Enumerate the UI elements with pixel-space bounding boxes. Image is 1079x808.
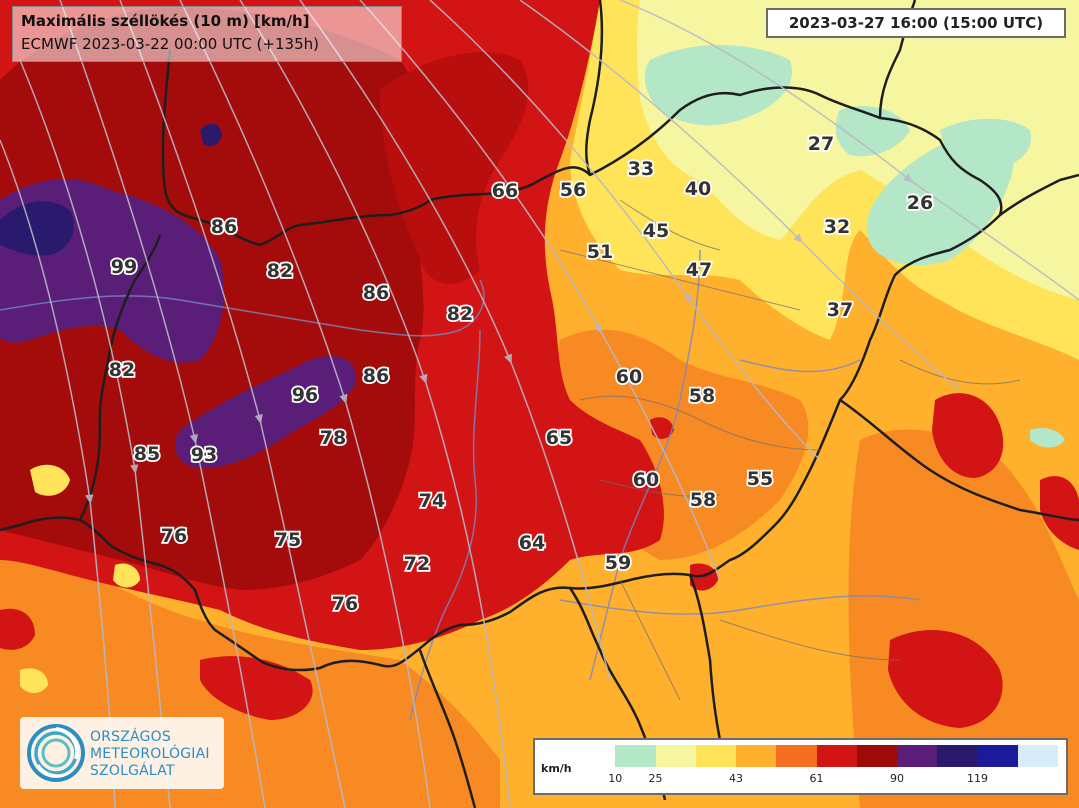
value-label: 93 xyxy=(191,444,217,466)
legend-swatch xyxy=(575,745,616,767)
legend-tick: 10 xyxy=(608,772,623,785)
omsz-logo: ORSZÁGOS METEOROLÓGIAI SZOLGÁLAT xyxy=(20,717,224,789)
value-label: 86 xyxy=(363,282,389,304)
legend-swatch xyxy=(977,745,1018,767)
legend-swatch xyxy=(937,745,978,767)
value-label: 45 xyxy=(643,220,669,242)
legend-swatch xyxy=(736,745,777,767)
legend-swatch xyxy=(655,745,696,767)
swirl-logo-icon xyxy=(27,724,85,782)
value-label: 27 xyxy=(808,133,834,155)
value-label: 82 xyxy=(109,359,135,381)
admin-borders xyxy=(559,199,1021,701)
value-label: 99 xyxy=(111,256,137,278)
map-header: Maximális széllökés (10 m) [km/h] ECMWF … xyxy=(12,6,402,62)
value-label: 64 xyxy=(519,532,545,554)
value-label: 55 xyxy=(747,468,773,490)
value-label: 60 xyxy=(616,366,642,388)
value-label: 32 xyxy=(824,216,850,238)
legend-swatch xyxy=(816,745,857,767)
value-label: 72 xyxy=(404,553,430,575)
value-label: 66 xyxy=(492,180,518,202)
map-title: Maximális széllökés (10 m) [km/h] xyxy=(21,12,310,30)
legend-tick: 119 xyxy=(967,772,988,785)
logo-text-line-3: SZOLGÁLAT xyxy=(90,763,175,779)
value-label: 86 xyxy=(363,365,389,387)
value-label: 76 xyxy=(332,593,358,615)
value-label: 78 xyxy=(320,427,346,449)
valid-time: 2023-03-27 16:00 (15:00 UTC) xyxy=(766,8,1066,38)
legend-unit: km/h xyxy=(541,762,572,775)
model-run-info: ECMWF 2023-03-22 00:00 UTC (+135h) xyxy=(21,35,319,53)
legend-swatch xyxy=(776,745,817,767)
legend-tick: 61 xyxy=(809,772,824,785)
rivers xyxy=(0,249,921,721)
value-label: 86 xyxy=(211,216,237,238)
legend-tick: 25 xyxy=(648,772,663,785)
legend-swatch xyxy=(1017,745,1058,767)
legend-swatch xyxy=(615,745,656,767)
value-label: 65 xyxy=(546,427,572,449)
value-label: 74 xyxy=(419,490,445,512)
value-label: 33 xyxy=(628,158,654,180)
logo-text-line-1: ORSZÁGOS xyxy=(90,729,171,745)
logo-text-line-2: METEOROLÓGIAI xyxy=(90,746,210,762)
legend-swatch xyxy=(695,745,736,767)
legend-tick-labels: 10 25 43 61 90 119 xyxy=(575,772,1058,788)
value-label: 56 xyxy=(560,179,586,201)
value-label: 58 xyxy=(689,385,715,407)
value-label: 58 xyxy=(690,489,716,511)
value-label: 85 xyxy=(134,443,160,465)
legend-tick: 90 xyxy=(890,772,904,785)
legend-swatch xyxy=(856,745,897,767)
value-label: 40 xyxy=(685,178,711,200)
field-yellow-patches xyxy=(20,464,140,694)
value-label: 96 xyxy=(292,384,318,406)
legend-swatch xyxy=(897,745,938,767)
value-label: 37 xyxy=(827,299,853,321)
value-label: 82 xyxy=(267,260,293,282)
value-label: 26 xyxy=(907,192,933,214)
value-label: 82 xyxy=(447,303,473,325)
value-label: 75 xyxy=(275,529,301,551)
value-labels: 86 99 82 86 82 66 56 33 40 45 51 47 27 2… xyxy=(107,131,935,617)
color-legend: km/h 10 25 43 61 90 119 xyxy=(533,738,1068,795)
value-label: 59 xyxy=(605,552,631,574)
value-label: 60 xyxy=(633,469,659,491)
field-dark-red-2 xyxy=(380,51,529,284)
value-label: 47 xyxy=(686,259,712,281)
field-deep-purple xyxy=(0,123,222,256)
field-red-patches xyxy=(0,393,1079,728)
legend-color-bar xyxy=(575,745,1058,767)
value-label: 51 xyxy=(587,241,613,263)
legend-tick: 43 xyxy=(729,772,743,785)
value-label: 76 xyxy=(161,525,187,547)
